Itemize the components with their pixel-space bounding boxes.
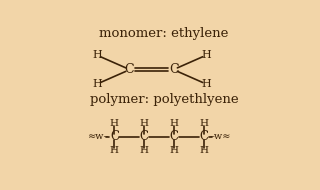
Text: polymer: polyethlyene: polymer: polyethlyene — [90, 93, 238, 106]
Text: H: H — [201, 50, 211, 60]
Text: H: H — [199, 119, 208, 128]
Text: C: C — [169, 130, 179, 143]
Text: monomer: ethylene: monomer: ethylene — [99, 27, 229, 40]
Text: C: C — [199, 130, 208, 143]
Text: C: C — [169, 63, 179, 76]
Text: C: C — [110, 130, 119, 143]
Text: H: H — [92, 79, 102, 89]
Text: H: H — [140, 146, 149, 155]
Text: H: H — [92, 50, 102, 60]
Text: H: H — [140, 119, 149, 128]
Text: C: C — [124, 63, 134, 76]
Text: H: H — [169, 119, 179, 128]
Text: C: C — [140, 130, 149, 143]
Text: H: H — [199, 146, 208, 155]
Text: –w≈: –w≈ — [209, 132, 230, 141]
Text: H: H — [201, 79, 211, 89]
Text: H: H — [169, 146, 179, 155]
Text: H: H — [110, 119, 119, 128]
Text: ≈w–: ≈w– — [88, 132, 109, 141]
Text: H: H — [110, 146, 119, 155]
